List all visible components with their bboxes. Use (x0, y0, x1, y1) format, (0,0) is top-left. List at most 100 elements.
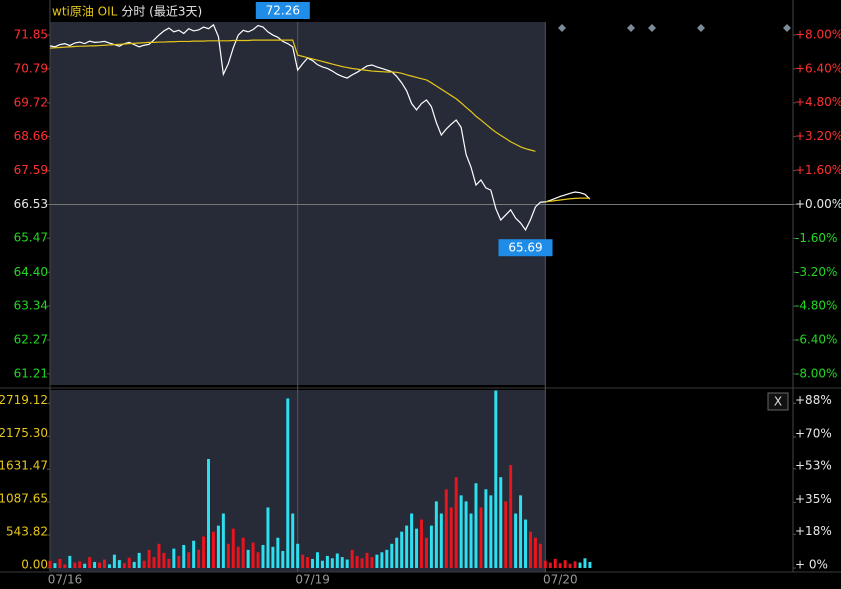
volume-bar (444, 489, 448, 568)
annotation-box (498, 239, 553, 257)
volume-bar (325, 555, 329, 568)
volume-bar (88, 557, 92, 568)
volume-bar (588, 561, 592, 568)
volume-bar (192, 540, 196, 568)
y2-tick-label: + 0% (795, 558, 828, 572)
y-tick-label: 70.79 (14, 61, 48, 75)
volume-bar (415, 528, 419, 568)
volume-bar (320, 560, 324, 568)
volume-bar (221, 513, 225, 568)
volume-bar (519, 495, 523, 568)
volume-bar (172, 548, 176, 568)
marker (648, 24, 656, 32)
volume-bar (464, 501, 468, 568)
volume-bar (479, 507, 483, 568)
volume-bar (93, 561, 97, 568)
y-tick-label: 543.82 (6, 525, 48, 539)
close-button[interactable]: X (767, 392, 789, 411)
y2-tick-label: +53% (795, 458, 832, 472)
y-tick-label: 63.34 (14, 299, 48, 313)
volume-bar (137, 552, 141, 568)
volume-bar (68, 555, 72, 568)
price-annotation: 65.69 (498, 239, 553, 257)
y2-tick-label: +88% (795, 393, 832, 407)
volume-bar (489, 495, 493, 568)
y-tick-label: 62.27 (14, 333, 48, 347)
volume-bar (301, 554, 305, 568)
volume-bar (424, 537, 428, 568)
close-button-label: X (774, 395, 782, 409)
volume-bar (573, 561, 577, 568)
volume-bar (469, 513, 473, 568)
y2-tick-label: +35% (795, 492, 832, 506)
volume-bar (449, 507, 453, 568)
volume-bar (157, 543, 161, 568)
y2-tick-label: +4.80% (795, 95, 841, 109)
volume-bar (276, 537, 280, 568)
y-tick-label: 67.59 (14, 163, 48, 177)
markers (558, 24, 791, 32)
chart-subtitle: 分时 (最近3天) (121, 5, 202, 19)
y-tick-label: 2719.12 (0, 393, 48, 407)
volume-bar (568, 563, 572, 568)
y-tick-label: 71.85 (14, 28, 48, 42)
volume-bar (395, 537, 399, 568)
volume-bar (405, 525, 409, 568)
y2-tick-label: +8.00% (795, 27, 841, 41)
volume-bar (147, 549, 151, 568)
y2-tick-label: +18% (795, 524, 832, 538)
volume-bar (187, 552, 191, 568)
volume-bar (256, 552, 260, 568)
volume-bar (459, 495, 463, 568)
volume-bar (142, 560, 146, 568)
volume-bar (98, 562, 102, 568)
y-tick-label: 1087.65 (0, 492, 48, 506)
y2-tick-label: +70% (795, 426, 832, 440)
volume-bar (271, 546, 275, 568)
volume-bar (360, 558, 364, 568)
y2-tick-label: +3.20% (795, 129, 841, 143)
y-tick-label: 0.00 (21, 558, 48, 572)
volume-bar (211, 531, 215, 568)
volume-bar (365, 552, 369, 568)
volume-bar (266, 507, 270, 568)
volume-bar (58, 558, 62, 568)
volume-bar (311, 558, 315, 568)
volume-bar (251, 542, 255, 568)
volume-bar (112, 554, 116, 568)
volume-bar (429, 525, 433, 568)
volume-bar (207, 459, 210, 568)
y2-tick-label: +6.40% (795, 61, 841, 75)
volume-bar (509, 465, 513, 568)
y2-tick-label: -1.60% (795, 231, 837, 245)
annotation-label: 65.69 (508, 241, 542, 255)
volume-bar (73, 562, 77, 568)
volume-bar (117, 560, 121, 568)
annotation-label: 72.26 (266, 4, 300, 18)
volume-bar (524, 519, 528, 568)
marker (697, 24, 705, 32)
volume-bar (528, 531, 532, 568)
close-button-box (767, 392, 789, 411)
volume-bar (335, 553, 339, 568)
volume-bar (152, 557, 156, 568)
volume-bar (350, 549, 354, 568)
y-tick-label: 1631.47 (0, 459, 48, 473)
annotation-box (255, 2, 310, 19)
volume-bar (132, 561, 136, 568)
chart-title: wti原油 OIL (52, 5, 118, 19)
volume-bar (315, 552, 319, 568)
x-tick-label: 07/19 (295, 573, 330, 587)
volume-bar (281, 551, 285, 568)
y-tick-label: 64.40 (14, 265, 48, 279)
x-tick-label: 07/16 (48, 573, 83, 587)
volume-bar (390, 543, 394, 568)
volume-bar (533, 537, 537, 568)
volume-bar (410, 513, 414, 568)
volume-bar (583, 558, 587, 568)
volume-bar (548, 562, 552, 568)
volume-bar (127, 557, 131, 568)
volume-bar (553, 558, 557, 568)
volume-bar (558, 563, 562, 568)
